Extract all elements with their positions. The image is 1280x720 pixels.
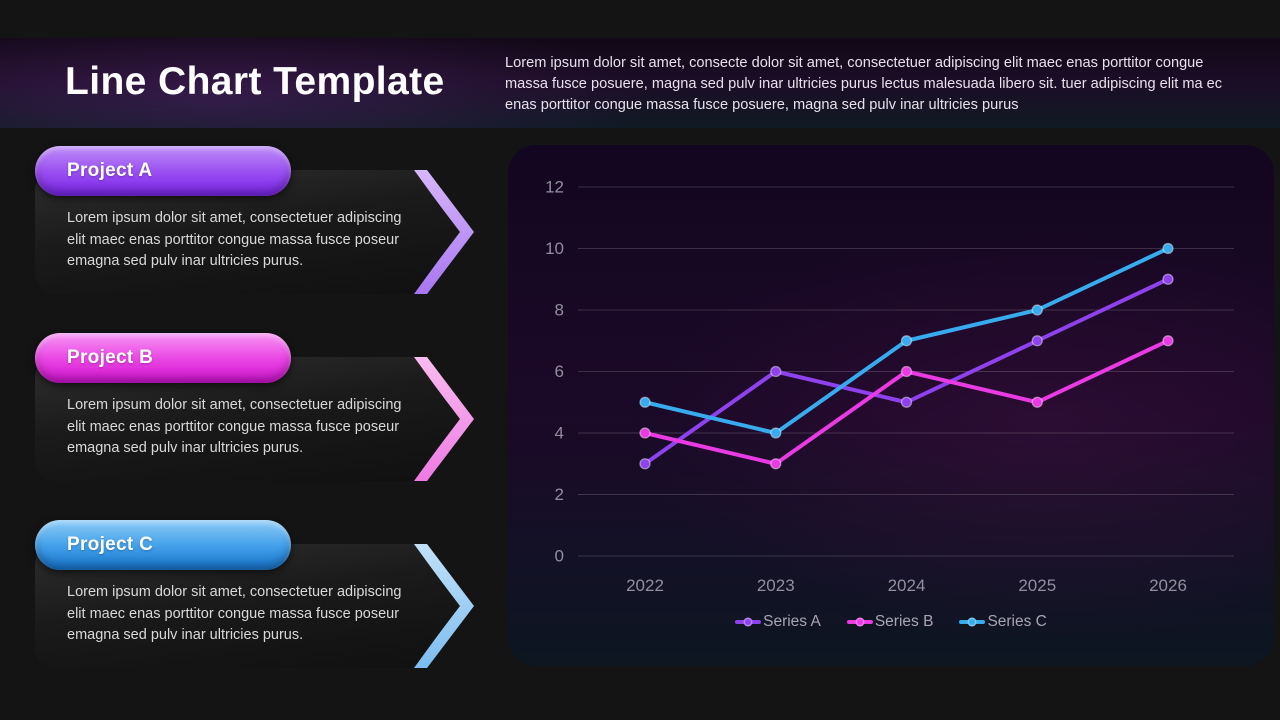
legend-item-series-a[interactable]: Series A xyxy=(735,613,821,631)
x-tick-label: 2025 xyxy=(1018,576,1056,595)
line-chart-svg: 0 2 4 6 8 10 12 2022 2023 2024 2025 2026 xyxy=(545,178,1234,595)
project-c-description: Lorem ipsum dolor sit amet, consectetuer… xyxy=(67,584,402,643)
legend-item-series-c[interactable]: Series C xyxy=(959,613,1047,631)
projects-list: Lorem ipsum dolor sit amet, consectetuer… xyxy=(35,146,505,668)
legend-marker-icon xyxy=(735,620,762,624)
data-point xyxy=(1162,273,1174,285)
project-card-c: Lorem ipsum dolor sit amet, consectetuer… xyxy=(35,520,505,668)
data-point xyxy=(770,365,782,378)
data-point xyxy=(900,335,913,347)
project-c-label: Project C xyxy=(67,534,154,555)
project-b-label: Project B xyxy=(67,347,154,368)
data-point xyxy=(770,427,782,439)
data-point xyxy=(1162,335,1174,347)
line-chart: 0 2 4 6 8 10 12 2022 2023 2024 2025 2026 xyxy=(508,145,1274,605)
x-tick-label: 2022 xyxy=(626,576,664,595)
y-tick-label: 0 xyxy=(555,547,564,566)
project-a-pill-button[interactable]: Project A xyxy=(35,146,291,196)
chart-panel: 0 2 4 6 8 10 12 2022 2023 2024 2025 2026 Series A Se… xyxy=(508,145,1274,666)
y-tick-label: 12 xyxy=(545,178,564,197)
data-point xyxy=(639,427,651,439)
x-tick-label: 2026 xyxy=(1149,576,1187,595)
project-b-card-body: Lorem ipsum dolor sit amet, consectetuer… xyxy=(35,357,459,481)
project-card-b: Lorem ipsum dolor sit amet, consectetuer… xyxy=(35,333,505,481)
legend-item-series-b[interactable]: Series B xyxy=(846,613,934,631)
data-point xyxy=(639,396,651,408)
data-point xyxy=(770,458,782,470)
project-a-description: Lorem ipsum dolor sit amet, consectetuer… xyxy=(67,210,402,269)
data-point xyxy=(1031,335,1043,347)
intro-paragraph: Lorem ipsum dolor sit amet, consecte dol… xyxy=(505,55,1223,113)
legend-label: Series C xyxy=(987,613,1047,630)
data-point xyxy=(1031,396,1043,408)
data-point xyxy=(1162,242,1174,255)
data-point xyxy=(1031,304,1043,316)
y-tick-label: 8 xyxy=(555,301,564,320)
legend-label: Series A xyxy=(763,613,821,630)
legend-marker-icon xyxy=(959,620,986,624)
project-a-label: Project A xyxy=(67,160,153,181)
page-title: Line Chart Template xyxy=(65,60,445,104)
data-point xyxy=(639,458,651,470)
y-tick-label: 10 xyxy=(545,239,564,258)
data-point xyxy=(900,396,913,408)
chart-legend: Series A Series B Series C xyxy=(508,613,1274,631)
project-b-pill-button[interactable]: Project B xyxy=(35,333,291,383)
header-band: Line Chart Template Lorem ipsum dolor si… xyxy=(0,38,1280,128)
y-tick-label: 6 xyxy=(555,362,564,381)
x-tick-label: 2023 xyxy=(757,576,795,595)
legend-marker-icon xyxy=(846,620,873,624)
data-point xyxy=(900,365,913,378)
legend-label: Series B xyxy=(874,613,934,630)
y-tick-label: 2 xyxy=(555,485,564,504)
project-card-a: Lorem ipsum dolor sit amet, consectetuer… xyxy=(35,146,505,294)
project-c-pill-button[interactable]: Project C xyxy=(35,520,291,570)
x-tick-label: 2024 xyxy=(888,576,926,595)
project-b-description: Lorem ipsum dolor sit amet, consectetuer… xyxy=(67,397,402,456)
y-tick-label: 4 xyxy=(555,424,564,443)
